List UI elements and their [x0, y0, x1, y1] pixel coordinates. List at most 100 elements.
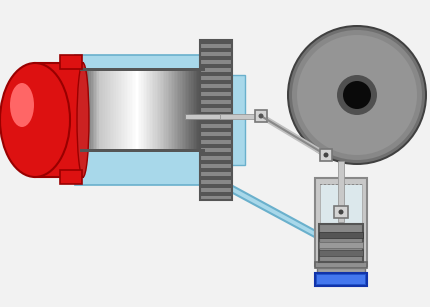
Circle shape — [338, 209, 344, 215]
Bar — [85, 68, 87, 152]
Bar — [125, 68, 127, 152]
Bar — [152, 68, 154, 152]
Bar — [178, 68, 181, 152]
Circle shape — [343, 81, 371, 109]
Bar — [35, 63, 83, 177]
Bar — [340, 184, 342, 185]
Bar — [127, 68, 129, 152]
Bar — [336, 184, 338, 185]
Bar — [328, 184, 330, 185]
Bar — [136, 68, 138, 152]
Bar — [186, 68, 188, 152]
Bar — [348, 184, 350, 185]
Bar — [172, 68, 174, 152]
Circle shape — [287, 25, 427, 165]
Bar — [255, 110, 267, 122]
Bar — [315, 262, 367, 268]
Bar — [332, 184, 334, 185]
Bar — [220, 114, 260, 119]
Bar — [97, 68, 99, 152]
Bar — [201, 192, 231, 196]
Bar — [191, 68, 193, 152]
Bar — [91, 68, 93, 152]
Ellipse shape — [0, 63, 70, 177]
Circle shape — [292, 30, 422, 160]
Circle shape — [337, 75, 377, 115]
Bar — [94, 68, 96, 152]
Bar — [113, 68, 115, 152]
Bar — [185, 114, 220, 119]
Bar — [146, 68, 147, 152]
Bar — [201, 56, 231, 60]
Bar — [201, 176, 231, 180]
Bar — [133, 68, 135, 152]
Bar — [121, 68, 123, 152]
Bar — [119, 68, 121, 152]
Bar — [104, 68, 105, 152]
Bar — [185, 68, 187, 152]
Bar — [147, 68, 149, 152]
Bar — [160, 68, 162, 152]
Bar — [203, 68, 206, 152]
Bar — [215, 75, 245, 165]
Bar — [171, 68, 173, 152]
Bar — [201, 48, 231, 52]
Bar — [324, 184, 326, 185]
Bar — [80, 68, 205, 71]
Bar — [200, 68, 203, 152]
Bar — [193, 68, 194, 152]
Bar — [135, 68, 137, 152]
Bar — [150, 68, 152, 152]
Bar — [320, 184, 362, 266]
Bar — [180, 68, 182, 152]
Bar — [142, 68, 144, 152]
Bar — [338, 161, 344, 222]
Bar — [201, 144, 231, 148]
Bar — [317, 268, 365, 273]
Bar — [188, 68, 190, 152]
Bar — [88, 68, 90, 152]
Bar — [132, 68, 134, 152]
Bar — [124, 68, 126, 152]
Bar — [320, 184, 322, 185]
Polygon shape — [205, 178, 347, 248]
Bar — [315, 273, 367, 286]
Bar — [183, 68, 185, 152]
Bar — [154, 68, 156, 152]
Bar — [201, 88, 231, 92]
Bar — [201, 40, 231, 44]
Bar — [130, 68, 132, 152]
Bar — [201, 160, 231, 164]
Bar — [319, 242, 363, 248]
Bar — [95, 68, 98, 152]
Bar — [319, 250, 363, 256]
Bar — [360, 184, 362, 185]
Bar — [334, 206, 348, 218]
Bar — [200, 40, 232, 200]
Circle shape — [289, 27, 425, 163]
Bar — [169, 68, 171, 152]
Bar — [114, 68, 117, 152]
Bar — [102, 68, 104, 152]
Ellipse shape — [77, 63, 89, 177]
Bar — [117, 68, 120, 152]
Bar — [141, 68, 143, 152]
Bar — [166, 68, 168, 152]
Bar — [319, 232, 363, 238]
Bar — [175, 68, 178, 152]
Bar — [107, 68, 109, 152]
Bar — [197, 68, 199, 152]
Bar — [201, 184, 231, 188]
Bar — [356, 184, 358, 185]
Bar — [196, 68, 198, 152]
Bar — [163, 68, 165, 152]
Bar — [80, 68, 82, 152]
Bar — [80, 149, 205, 152]
Bar — [201, 72, 231, 76]
Bar — [201, 168, 231, 172]
Bar — [122, 68, 124, 152]
Bar — [189, 68, 191, 152]
Bar — [201, 136, 231, 140]
Bar — [99, 68, 101, 152]
Bar — [100, 68, 102, 152]
